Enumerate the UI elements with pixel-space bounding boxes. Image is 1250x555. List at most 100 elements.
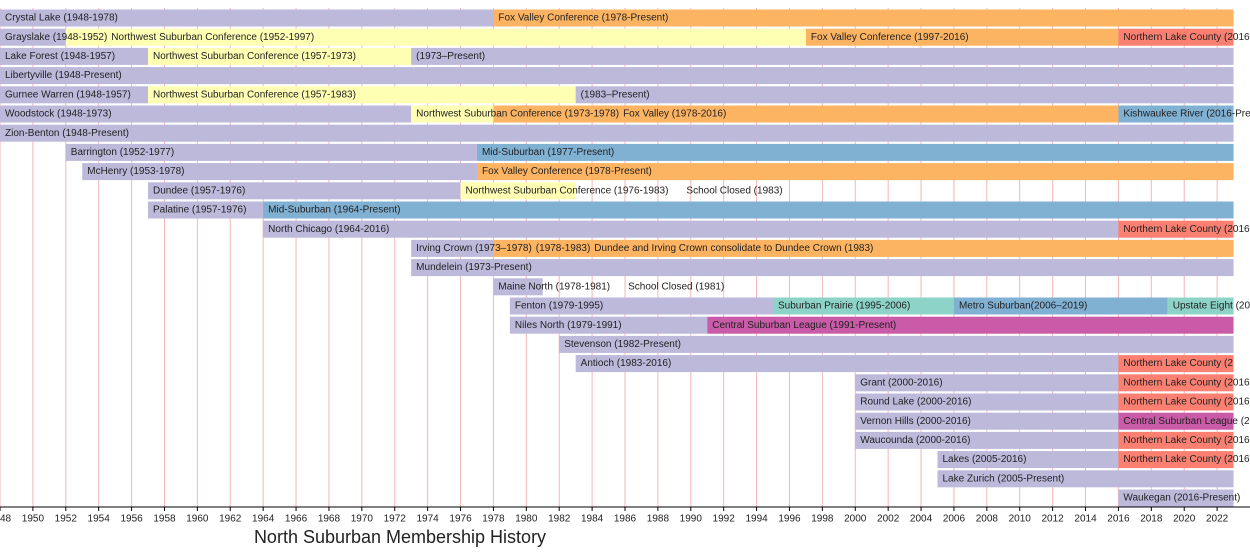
bar-label: Lake Zurich (2005-Present) xyxy=(943,473,1065,484)
bar-label: Fox Valley Conference (1997-2016) xyxy=(811,32,969,43)
x-tick-label: 1976 xyxy=(449,514,472,525)
bar-label: Northern Lake County (2016 xyxy=(1123,32,1250,43)
bar-label: Metro Suburban(2006–2019) xyxy=(959,301,1087,312)
bar xyxy=(937,451,1119,469)
bar-label: Barrington (1952-1977) xyxy=(71,147,174,158)
bar xyxy=(575,355,1119,373)
x-tick-label: 1964 xyxy=(252,514,275,525)
x-tick-label: 2022 xyxy=(1206,514,1229,525)
bar xyxy=(1118,355,1234,373)
bar-label: Northwest Suburban Conference (1952-1997… xyxy=(111,32,314,43)
bar-label: School Closed (1981) xyxy=(628,281,724,292)
bar-label: Kishwaukee River (2016-Pre xyxy=(1123,109,1250,120)
bar xyxy=(148,201,264,219)
x-tick-label: 1952 xyxy=(55,514,78,525)
bar-label: Suburban Prairie (1995-2006) xyxy=(778,301,910,312)
bar-label: Upstate Eight (20 xyxy=(1173,301,1250,312)
bar xyxy=(1118,28,1234,46)
bar-label: Waukegan (2016-Present) xyxy=(1123,493,1240,504)
bar-label: Woodstock (1948-1973) xyxy=(5,109,112,120)
bar-label: Crystal Lake (1948-1978) xyxy=(5,13,118,24)
bar-label: Northern Lake County (2 xyxy=(1123,358,1233,369)
bar xyxy=(855,412,1119,430)
bar-label: Northern Lake County (2016 xyxy=(1123,224,1250,235)
x-tick-label: 1990 xyxy=(680,514,703,525)
bar-label: Libertyville (1948-Present) xyxy=(5,70,122,81)
bar-label: Grant (2000-2016) xyxy=(860,377,942,388)
bar-label: Fox Valley Conference (1978-Present) xyxy=(482,166,652,177)
bar xyxy=(0,47,149,65)
bar xyxy=(493,105,1119,123)
x-tick-label: 1998 xyxy=(811,514,834,525)
x-tick-label: 2008 xyxy=(976,514,999,525)
x-tick-label: 1950 xyxy=(22,514,45,525)
bar-label: Lakes (2005-2016) xyxy=(943,454,1027,465)
x-tick-label: 2014 xyxy=(1074,514,1097,525)
x-tick-label: 1948 xyxy=(0,514,12,525)
x-tick-label: 2006 xyxy=(943,514,966,525)
x-tick-label: 1966 xyxy=(285,514,308,525)
bar-label: Zion-Benton (1948-Present) xyxy=(5,128,129,139)
x-tick-label: 1974 xyxy=(417,514,440,525)
bar xyxy=(575,86,1234,104)
bar-label: Mundelein (1973-Present) xyxy=(416,262,532,273)
bar xyxy=(1167,297,1234,315)
x-tick-label: 2004 xyxy=(910,514,933,525)
bar-label: Northern Lake County (2016 xyxy=(1123,377,1250,388)
bar xyxy=(1118,412,1234,430)
bars xyxy=(0,9,1234,507)
bar xyxy=(1118,393,1234,411)
bar-label: McHenry (1953-1978) xyxy=(87,166,184,177)
x-tick-label: 1984 xyxy=(581,514,604,525)
bar-label: Dundee (1957-1976) xyxy=(153,185,245,196)
bar-label: (1973–Present) xyxy=(416,51,485,62)
bar-label: Mid-Suburban (1977-Present) xyxy=(482,147,614,158)
bar-label: Vernon Hills (2000-2016) xyxy=(860,416,971,427)
bar-label: Irving Crown (1973–1978) xyxy=(416,243,532,254)
x-tick-label: 2018 xyxy=(1140,514,1163,525)
bar xyxy=(1118,451,1234,469)
bar xyxy=(707,316,1234,334)
bar-label: Northwest Suburban Conference (1973-1978… xyxy=(416,109,619,120)
bar xyxy=(148,182,461,200)
bar-label: Central Suburban League (2 xyxy=(1123,416,1250,427)
bar xyxy=(0,105,412,123)
bar-label: (1983–Present) xyxy=(581,89,650,100)
bar xyxy=(82,163,477,181)
bar xyxy=(493,278,543,296)
x-tick-label: 1980 xyxy=(515,514,538,525)
bar xyxy=(0,67,1234,85)
bar-label: Fox Valley Conference (1978-Present) xyxy=(498,13,668,24)
x-tick-label: 1982 xyxy=(548,514,571,525)
bar xyxy=(411,239,494,257)
x-tick-label: 2010 xyxy=(1009,514,1032,525)
bar xyxy=(493,239,576,257)
bar-label: Northern Lake County (2016 xyxy=(1123,435,1250,446)
bar-label: Antioch (1983-2016) xyxy=(581,358,672,369)
x-tick-label: 2002 xyxy=(877,514,900,525)
x-tick-label: 1988 xyxy=(647,514,670,525)
bar xyxy=(1118,374,1234,392)
x-tick-label: 1994 xyxy=(745,514,768,525)
bar xyxy=(0,28,66,46)
bar-label: North Chicago (1964-2016) xyxy=(268,224,389,235)
bar xyxy=(148,47,412,65)
x-tick-label: 2020 xyxy=(1173,514,1196,525)
bar xyxy=(411,259,1234,277)
bar-label: School Closed (1983) xyxy=(686,185,782,196)
x-tick-label: 1960 xyxy=(186,514,209,525)
bar-label: Round Lake (2000-2016) xyxy=(860,397,971,408)
bar-label: Stevenson (1982-Present) xyxy=(564,339,681,350)
bar xyxy=(1118,489,1234,507)
x-tick-label: 2016 xyxy=(1107,514,1130,525)
bar xyxy=(805,28,1119,46)
bar-label: Lake Forest (1948-1957) xyxy=(5,51,115,62)
bar xyxy=(855,431,1119,449)
bar xyxy=(411,47,1234,65)
bar xyxy=(1118,105,1234,123)
bar xyxy=(460,182,576,200)
x-tick-label: 1970 xyxy=(351,514,374,525)
bar-label: Maine North (1978-1981) xyxy=(498,281,610,292)
x-tick-label: 1986 xyxy=(614,514,637,525)
bar xyxy=(773,297,954,315)
